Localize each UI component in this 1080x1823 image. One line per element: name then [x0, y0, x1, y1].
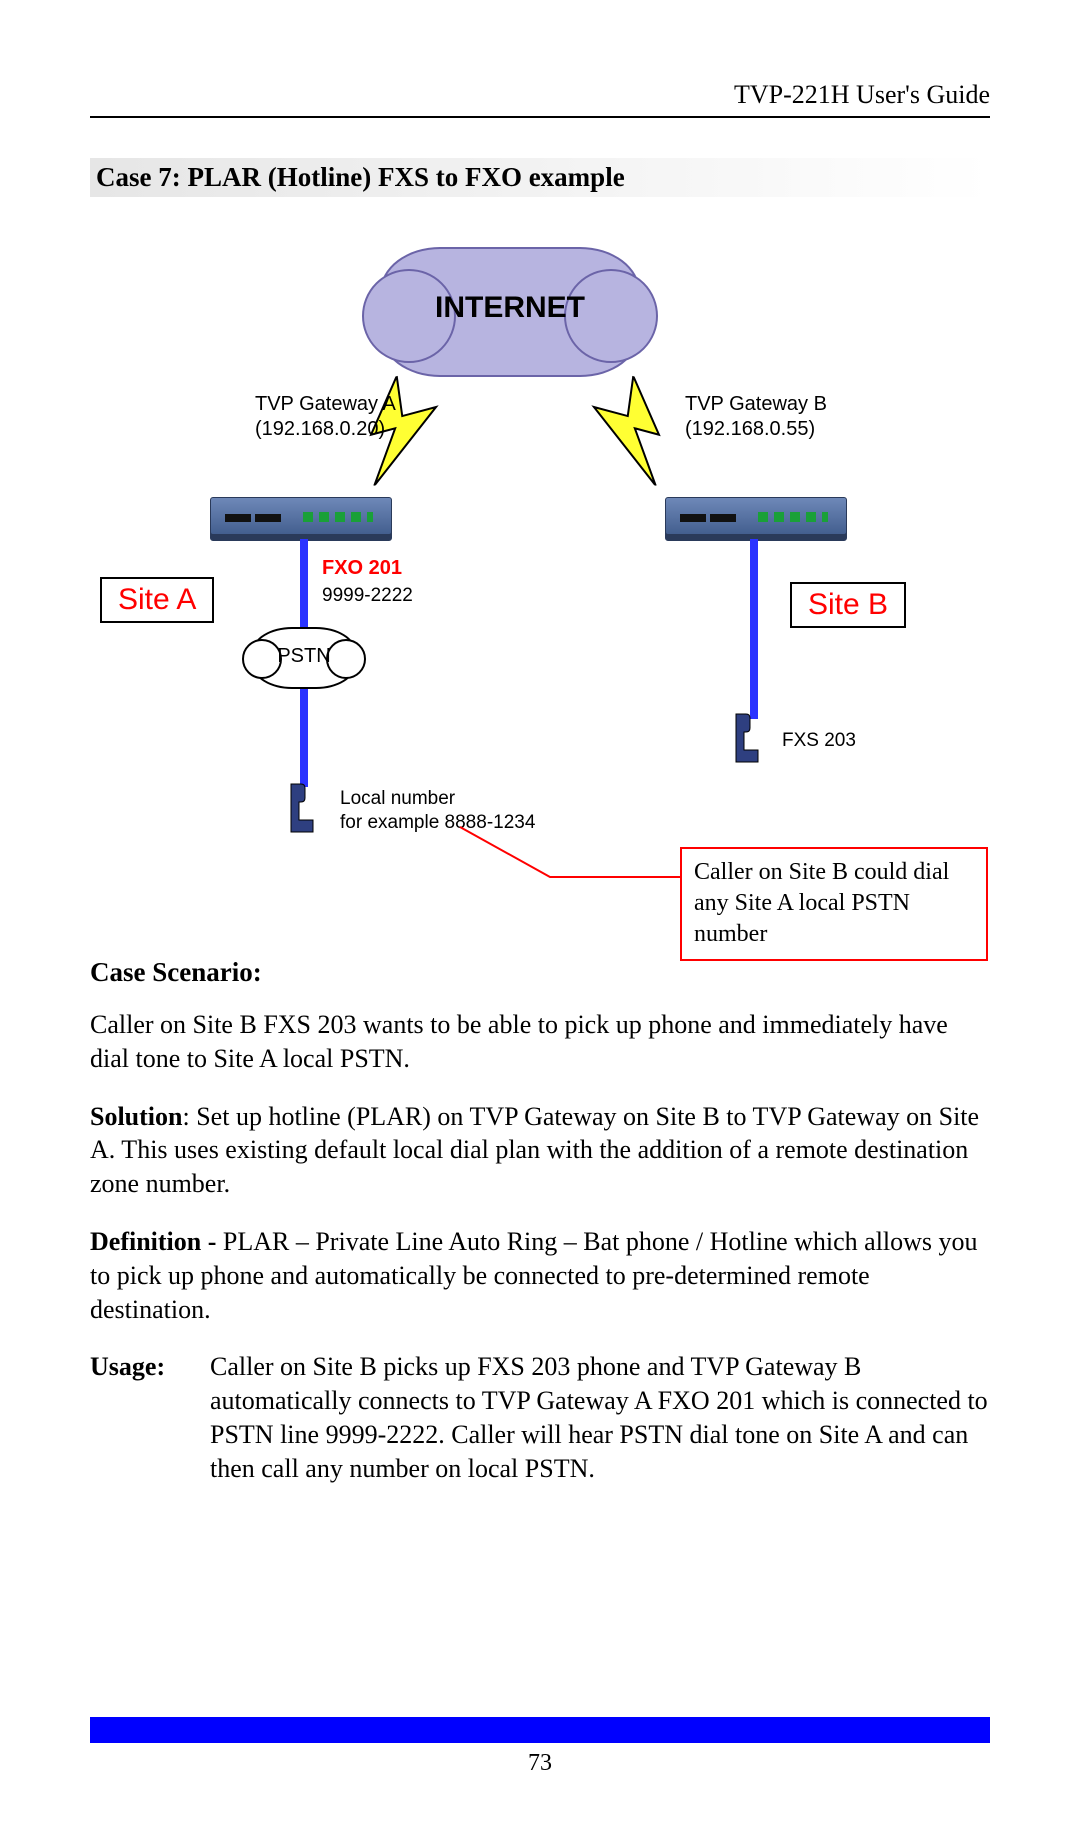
gateway-b-name: TVP Gateway B [685, 393, 827, 415]
definition-text: PLAR – Private Line Auto Ring – Bat phon… [90, 1227, 978, 1324]
gateway-a-ip: (192.168.0.20) [255, 418, 385, 440]
fxo-label: FXO 201 [322, 557, 402, 580]
callout-box: Caller on Site B could dial any Site A l… [680, 847, 988, 961]
lightning-bolt-right-icon [559, 363, 701, 491]
scenario-heading: Case Scenario: [90, 957, 990, 988]
internet-label: INTERNET [380, 291, 640, 325]
definition-paragraph: Definition - PLAR – Private Line Auto Ri… [90, 1225, 990, 1326]
gateway-b-label: TVP Gateway B (192.168.0.55) [685, 392, 827, 442]
site-b-box: Site B [790, 582, 906, 628]
case-title: Case 7: PLAR (Hotline) FXS to FXO exampl… [90, 158, 990, 197]
connector-a-bottom [300, 677, 308, 787]
usage-block: Usage: Caller on Site B picks up FXS 203… [90, 1350, 990, 1485]
header-title: TVP-221H User's Guide [90, 80, 990, 110]
usage-label: Usage: [90, 1350, 210, 1485]
gateway-b-icon [665, 497, 847, 541]
network-diagram: INTERNET TVP Gateway A (192.168.0.20) TV… [90, 227, 990, 927]
scenario-paragraph: Caller on Site B FXS 203 wants to be abl… [90, 1008, 990, 1076]
connector-a-top [300, 539, 308, 639]
fxo-number: 9999-2222 [322, 585, 413, 607]
solution-text: : Set up hotline (PLAR) on TVP Gateway o… [90, 1102, 979, 1199]
internet-cloud: INTERNET [380, 247, 640, 377]
gateway-b-ip: (192.168.0.55) [685, 418, 815, 440]
footer-bar [90, 1717, 990, 1743]
gateway-a-name: TVP Gateway A [255, 393, 396, 415]
connector-b [750, 539, 758, 719]
usage-label-text: Usage [90, 1352, 156, 1381]
usage-text: Caller on Site B picks up FXS 203 phone … [210, 1350, 990, 1485]
phone-b-icon [730, 712, 770, 767]
fxs-label: FXS 203 [782, 730, 856, 752]
page-number: 73 [0, 1750, 1080, 1777]
definition-label: Definition - [90, 1227, 223, 1256]
pstn-cloud: PSTN [252, 627, 356, 689]
gateway-a-icon [210, 497, 392, 541]
solution-paragraph: Solution: Set up hotline (PLAR) on TVP G… [90, 1100, 990, 1201]
header-rule [90, 116, 990, 118]
local-number-line1: Local number [340, 788, 455, 809]
page: TVP-221H User's Guide Case 7: PLAR (Hotl… [0, 0, 1080, 1823]
phone-a-icon [285, 782, 325, 837]
gateway-a-label: TVP Gateway A (192.168.0.20) [255, 392, 396, 442]
solution-label: Solution [90, 1102, 183, 1131]
site-a-box: Site A [100, 577, 214, 623]
